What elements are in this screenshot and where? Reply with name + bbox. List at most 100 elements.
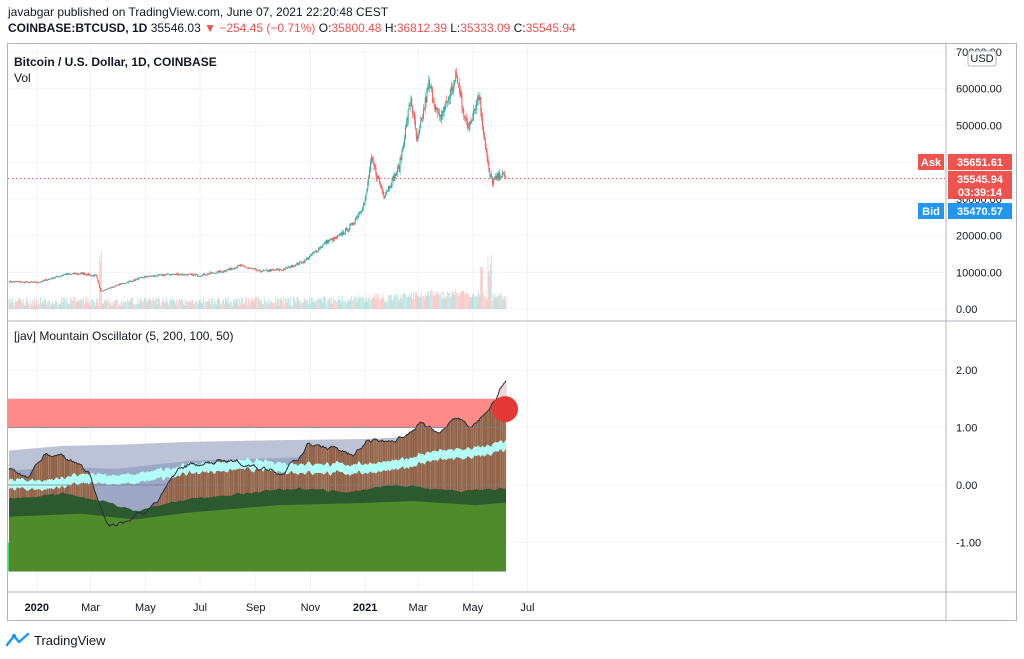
candle-body [466,120,468,128]
candle-body [203,273,205,275]
currency-label: USD [970,53,993,65]
candle-body [228,269,230,271]
volume-bar [208,297,210,309]
candle-body [222,270,224,272]
candle-body [388,186,390,189]
candle-body [150,276,152,277]
candle-body [373,162,375,167]
currency-badge[interactable]: USD [967,50,997,67]
volume-bar [90,304,91,309]
candle-body [259,270,261,272]
volume-bar [288,298,290,309]
candle-body [470,122,472,123]
volume-bar [284,304,285,309]
volume-bar [76,299,78,309]
candle-body [246,267,248,269]
candle-body [82,272,84,275]
volume-bar [123,300,125,309]
volume-bar [97,298,99,309]
volume-bar [330,303,332,309]
candle-body [161,274,162,276]
volume-bar [362,297,363,309]
tradingview-logo[interactable]: TradingView [6,632,106,648]
volume-bar [438,292,439,309]
volume-bar [191,299,193,309]
volume-bar [306,300,308,309]
oscillator-tick-label: -1.00 [956,538,981,550]
volume-bar [271,300,273,309]
volume-bar [398,297,399,309]
volume-bar [11,299,12,309]
volume-bar [441,299,443,309]
candle-body [471,119,473,123]
candle-body [10,280,12,282]
candle-body [66,273,68,275]
volume-bar [494,297,495,309]
candle-body [342,232,344,236]
candle-body [146,276,148,278]
volume-bar [396,293,397,309]
candle-body [318,248,319,252]
candle-body [398,166,400,172]
volume-bar [119,304,120,309]
candle-body [472,118,474,120]
volume-bar [213,303,214,309]
volume-bar [161,302,162,309]
volume-bar [378,293,379,309]
candle-body [413,112,415,120]
volume-bar [485,296,487,309]
x-tick-label: May [135,602,156,614]
volume-bar [473,293,474,309]
candle-body [13,281,15,283]
candle-body [140,277,142,278]
candle-body [360,212,362,213]
volume-bar [35,304,37,309]
sun-icon [492,396,519,423]
volume-bar [106,301,108,309]
volume-bar [320,300,322,309]
candle-body [119,283,121,285]
candle-body [316,250,318,252]
candle-body [389,187,391,189]
volume-bar [249,299,250,309]
candle-body [286,267,288,269]
candle-body [384,196,386,199]
candle-body [220,270,222,272]
volume-bar [162,300,163,309]
volume-bar [154,299,156,309]
volume-bar [29,305,30,309]
candle-body [77,273,79,275]
volume-bar [292,305,293,309]
candle-body [418,130,420,136]
volume-bar [495,298,497,309]
candle-body [170,274,172,276]
volume-bar [406,297,408,309]
candle-body [394,173,396,181]
candle-body [42,280,44,282]
volume-bar [103,301,105,309]
candle-body [154,275,156,277]
volume-bar [232,305,233,309]
candle-body [109,287,111,289]
candle-body [294,265,296,267]
volume-bar [493,293,494,309]
volume-bar [388,296,389,309]
candle-body [405,127,406,139]
candle-body [353,223,355,224]
volume-bar [176,298,178,309]
volume-bar [18,297,20,309]
volume-bar [140,299,142,309]
candle-body [283,269,284,271]
candle-body [479,97,481,100]
ask-tag: Ask 35651.61 [918,154,1012,170]
volume-bar [497,294,499,309]
volume-bar [460,292,462,309]
candle-body [240,265,242,266]
volume-bar [49,299,50,309]
candle-body [428,80,430,87]
candle-body [399,157,401,172]
volume-bar [262,304,264,309]
candle-body [305,259,307,261]
candle-body [95,275,97,276]
